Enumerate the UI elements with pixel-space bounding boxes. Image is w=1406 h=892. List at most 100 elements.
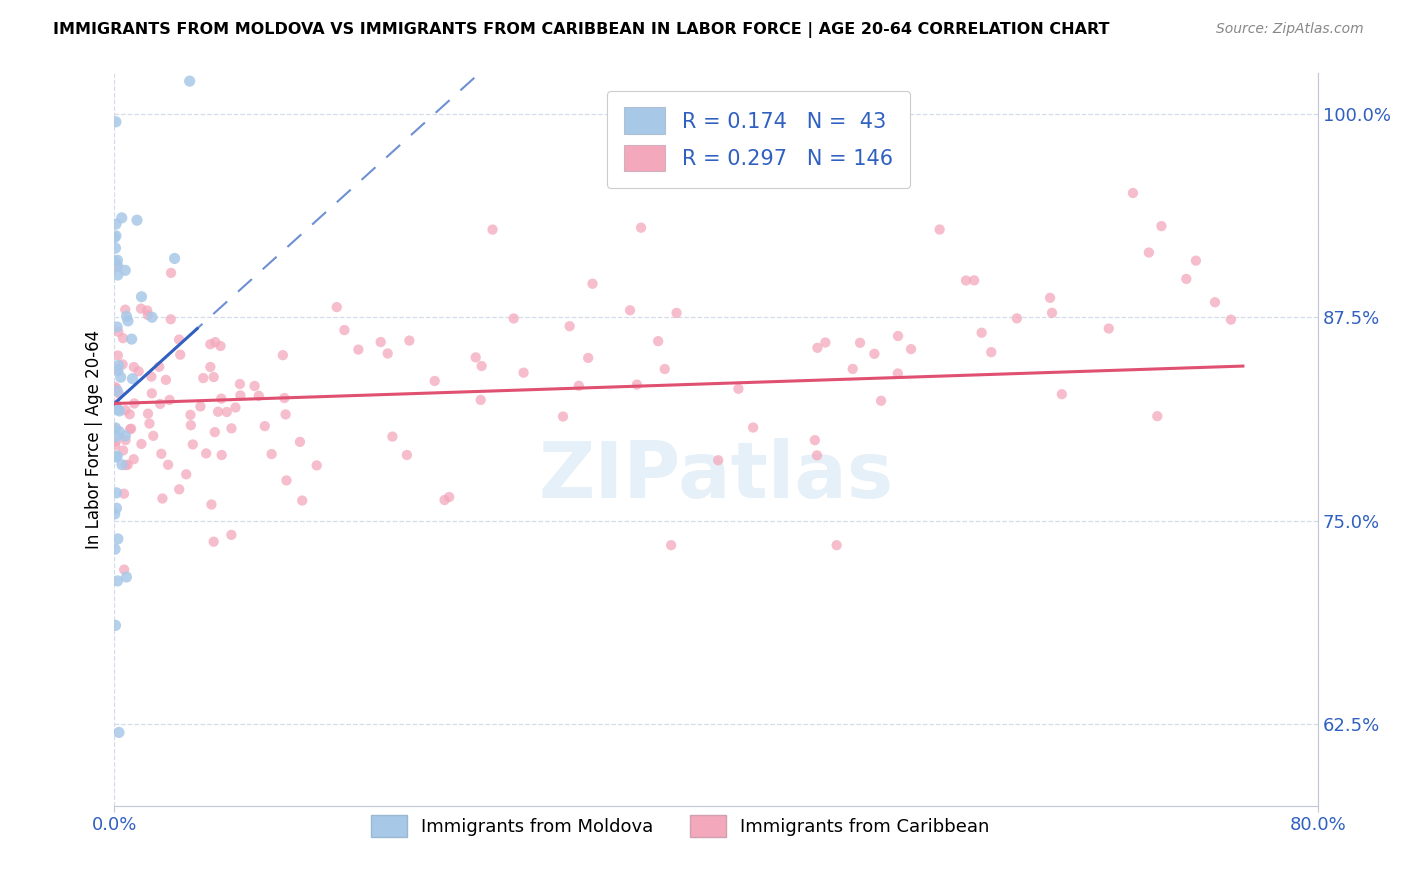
Point bbox=[200, 337, 222, 351]
Point bbox=[260, 447, 283, 461]
Point bbox=[207, 405, 229, 419]
Point bbox=[193, 371, 215, 385]
Point bbox=[963, 273, 986, 287]
Point bbox=[122, 359, 145, 374]
Point bbox=[108, 725, 131, 739]
Point bbox=[112, 563, 135, 577]
Point bbox=[105, 501, 128, 516]
Point bbox=[626, 377, 648, 392]
Point bbox=[107, 253, 129, 268]
Point bbox=[955, 273, 977, 287]
Point bbox=[291, 493, 314, 508]
Text: Source: ZipAtlas.com: Source: ZipAtlas.com bbox=[1216, 22, 1364, 37]
Point bbox=[105, 260, 128, 275]
Point bbox=[104, 542, 127, 557]
Point bbox=[107, 402, 129, 417]
Y-axis label: In Labor Force | Age 20-64: In Labor Force | Age 20-64 bbox=[86, 330, 103, 549]
Point bbox=[970, 326, 993, 340]
Point bbox=[107, 532, 129, 546]
Point bbox=[169, 348, 191, 362]
Point bbox=[1150, 219, 1173, 233]
Point bbox=[107, 386, 129, 401]
Point bbox=[131, 437, 153, 451]
Point bbox=[437, 490, 460, 504]
Point bbox=[271, 348, 294, 362]
Point bbox=[464, 351, 486, 365]
Point bbox=[114, 263, 136, 277]
Point bbox=[870, 393, 893, 408]
Point bbox=[112, 486, 135, 500]
Point bbox=[179, 74, 201, 88]
Point bbox=[471, 359, 494, 373]
Point bbox=[1122, 186, 1144, 200]
Point bbox=[104, 254, 127, 268]
Point bbox=[512, 366, 534, 380]
Point bbox=[806, 449, 828, 463]
Point bbox=[215, 405, 238, 419]
Point bbox=[1005, 311, 1028, 326]
Point bbox=[107, 348, 129, 362]
Point bbox=[1175, 272, 1198, 286]
Point bbox=[370, 334, 392, 349]
Point bbox=[107, 268, 129, 282]
Point bbox=[136, 308, 159, 322]
Point bbox=[159, 392, 181, 407]
Point bbox=[273, 391, 295, 405]
Text: ZIPatlas: ZIPatlas bbox=[538, 438, 894, 514]
Point bbox=[107, 364, 129, 378]
Point bbox=[1098, 321, 1121, 335]
Text: IMMIGRANTS FROM MOLDOVA VS IMMIGRANTS FROM CARIBBEAN IN LABOR FORCE | AGE 20-64 : IMMIGRANTS FROM MOLDOVA VS IMMIGRANTS FR… bbox=[53, 22, 1109, 38]
Point bbox=[104, 421, 127, 435]
Point bbox=[274, 408, 297, 422]
Point bbox=[581, 277, 603, 291]
Point bbox=[110, 370, 132, 384]
Point bbox=[654, 362, 676, 376]
Point bbox=[179, 408, 201, 422]
Point bbox=[1219, 312, 1241, 326]
Point bbox=[104, 421, 127, 435]
Point bbox=[288, 434, 311, 449]
Point bbox=[395, 448, 418, 462]
Point bbox=[148, 359, 170, 374]
Point bbox=[190, 400, 212, 414]
Point bbox=[247, 389, 270, 403]
Point bbox=[105, 486, 128, 500]
Point bbox=[377, 346, 399, 360]
Point bbox=[115, 570, 138, 584]
Point bbox=[120, 422, 142, 436]
Point bbox=[107, 325, 129, 339]
Point bbox=[114, 403, 136, 417]
Point bbox=[253, 419, 276, 434]
Point bbox=[1040, 306, 1063, 320]
Point bbox=[305, 458, 328, 473]
Point bbox=[665, 306, 688, 320]
Point bbox=[163, 252, 186, 266]
Point bbox=[433, 493, 456, 508]
Point bbox=[104, 241, 127, 255]
Point bbox=[114, 433, 136, 447]
Point bbox=[707, 453, 730, 467]
Point bbox=[142, 429, 165, 443]
Point bbox=[619, 303, 641, 318]
Point bbox=[120, 422, 142, 436]
Point bbox=[105, 381, 128, 395]
Point bbox=[104, 450, 127, 465]
Point bbox=[1204, 295, 1226, 310]
Point bbox=[157, 458, 180, 472]
Point bbox=[105, 449, 128, 463]
Point bbox=[124, 396, 146, 410]
Point bbox=[276, 474, 298, 488]
Point bbox=[200, 359, 222, 374]
Point bbox=[104, 507, 127, 521]
Point bbox=[647, 334, 669, 348]
Point bbox=[180, 418, 202, 433]
Point bbox=[181, 437, 204, 451]
Point bbox=[221, 421, 243, 435]
Point bbox=[149, 397, 172, 411]
Point bbox=[659, 538, 682, 552]
Point bbox=[1050, 387, 1073, 401]
Point bbox=[202, 534, 225, 549]
Point bbox=[141, 369, 163, 384]
Point bbox=[1039, 291, 1062, 305]
Point bbox=[174, 467, 197, 482]
